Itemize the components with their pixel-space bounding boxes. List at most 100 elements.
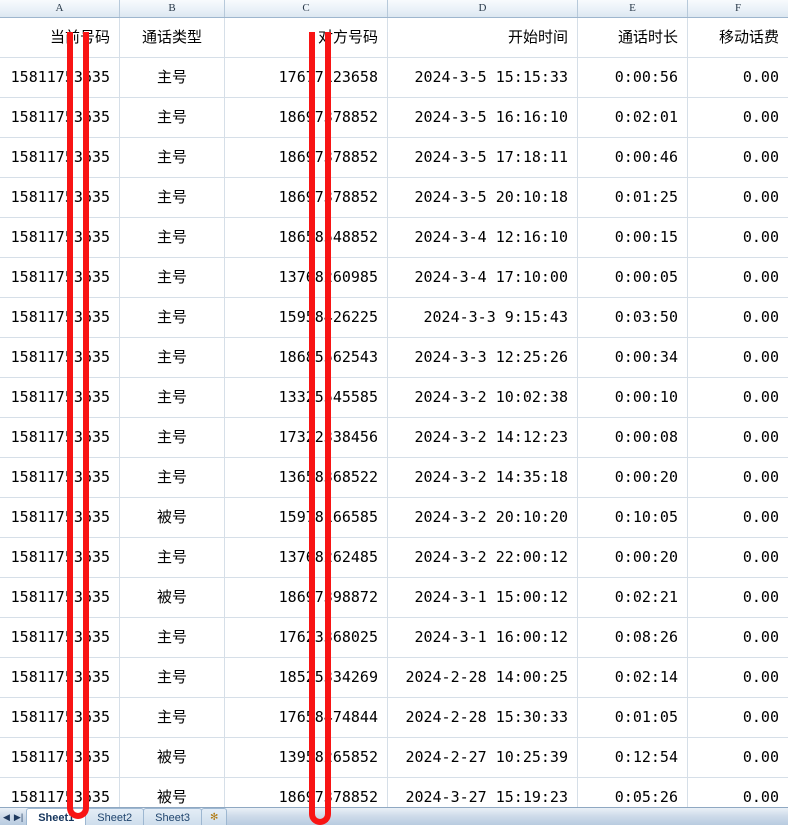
- cell-call-duration[interactable]: 0:03:50: [578, 298, 688, 337]
- cell-current-number[interactable]: 15811753635: [0, 658, 120, 697]
- cell-current-number[interactable]: 15811753635: [0, 538, 120, 577]
- cell-start-time[interactable]: 2024-3-5 16:16:10: [388, 98, 578, 137]
- cell-call-type[interactable]: 主号: [120, 138, 225, 177]
- cell-mobile-charge[interactable]: 0.00: [742, 228, 779, 246]
- cell-other-number[interactable]: 13958265852: [225, 738, 388, 777]
- cell-call-duration[interactable]: 0:00:15: [578, 218, 688, 257]
- cell-start-time[interactable]: 2024-3-2 10:02:38: [388, 378, 578, 417]
- cell-current-number[interactable]: 15811753635: [0, 698, 120, 737]
- cell-call-type[interactable]: 主号: [120, 218, 225, 257]
- cell-start-time[interactable]: 2024-3-2 22:00:12: [388, 538, 578, 577]
- header-cell-call-duration[interactable]: 通话时长: [578, 18, 688, 57]
- cell-call-duration[interactable]: 0:00:20: [578, 458, 688, 497]
- cell-call-duration[interactable]: 0:00:10: [578, 378, 688, 417]
- cell-mobile-charge[interactable]: 0.00: [742, 508, 779, 526]
- cell-start-time[interactable]: 2024-3-5 20:10:18: [388, 178, 578, 217]
- cell-mobile-charge[interactable]: 0.00: [742, 348, 779, 366]
- cell-call-type[interactable]: 主号: [120, 338, 225, 377]
- cell-current-number[interactable]: 15811753635: [0, 338, 120, 377]
- cell-mobile-charge[interactable]: 0.00: [742, 668, 779, 686]
- cell-start-time[interactable]: 2024-2-27 10:25:39: [388, 738, 578, 777]
- cell-current-number[interactable]: 15811753635: [0, 578, 120, 617]
- sheet-tab-sheet2[interactable]: Sheet2: [85, 808, 145, 825]
- cell-other-number[interactable]: 18685562543: [225, 338, 388, 377]
- sheet-tab-sheet1[interactable]: Sheet1: [26, 808, 87, 825]
- cell-call-duration[interactable]: 0:08:26: [578, 618, 688, 657]
- cell-current-number[interactable]: 15811753635: [0, 498, 120, 537]
- cell-other-number[interactable]: 18697378852: [225, 138, 388, 177]
- cell-call-type[interactable]: 主号: [120, 538, 225, 577]
- cell-start-time[interactable]: 2024-3-3 9:15:43: [388, 298, 578, 337]
- cell-start-time[interactable]: 2024-3-27 15:19:23: [388, 778, 578, 813]
- first-sheet-arrow-icon[interactable]: ◀: [3, 812, 10, 822]
- cell-call-type[interactable]: 主号: [120, 618, 225, 657]
- cell-mobile-charge[interactable]: 0.00: [742, 548, 779, 566]
- cell-call-type[interactable]: 主号: [120, 258, 225, 297]
- cell-call-duration[interactable]: 0:02:01: [578, 98, 688, 137]
- cell-start-time[interactable]: 2024-3-5 17:18:11: [388, 138, 578, 177]
- cell-call-duration[interactable]: 0:02:21: [578, 578, 688, 617]
- header-cell-mobile-charge[interactable]: 移动话费: [718, 28, 779, 46]
- cell-mobile-charge[interactable]: 0.00: [742, 788, 779, 806]
- new-sheet-button[interactable]: ✻: [201, 808, 228, 825]
- column-header-d[interactable]: D: [388, 0, 578, 17]
- cell-call-type[interactable]: 主号: [120, 658, 225, 697]
- cell-call-type[interactable]: 主号: [120, 378, 225, 417]
- cell-call-duration[interactable]: 0:05:26: [578, 778, 688, 813]
- cell-start-time[interactable]: 2024-3-4 17:10:00: [388, 258, 578, 297]
- cell-mobile-charge[interactable]: 0.00: [742, 108, 779, 126]
- cell-call-duration[interactable]: 0:00:08: [578, 418, 688, 457]
- cell-current-number[interactable]: 15811753635: [0, 738, 120, 777]
- cell-start-time[interactable]: 2024-3-5 15:15:33: [388, 58, 578, 97]
- cell-call-duration[interactable]: 0:10:05: [578, 498, 688, 537]
- cell-call-type[interactable]: 主号: [120, 418, 225, 457]
- cell-other-number[interactable]: 15978166585: [225, 498, 388, 537]
- cell-call-type[interactable]: 被号: [120, 578, 225, 617]
- cell-start-time[interactable]: 2024-3-1 15:00:12: [388, 578, 578, 617]
- cell-other-number[interactable]: 15958426225: [225, 298, 388, 337]
- cell-other-number[interactable]: 17677123658: [225, 58, 388, 97]
- cell-mobile-charge[interactable]: 0.00: [742, 188, 779, 206]
- cell-mobile-charge[interactable]: 0.00: [742, 148, 779, 166]
- cell-mobile-charge[interactable]: 0.00: [742, 308, 779, 326]
- cell-other-number[interactable]: 18658548852: [225, 218, 388, 257]
- cell-call-type[interactable]: 被号: [120, 498, 225, 537]
- cell-call-duration[interactable]: 0:00:46: [578, 138, 688, 177]
- cell-other-number[interactable]: 18697378852: [225, 98, 388, 137]
- cell-current-number[interactable]: 15811753635: [0, 178, 120, 217]
- header-cell-current-number[interactable]: 当前号码: [0, 18, 120, 57]
- sheet-tab-sheet3[interactable]: Sheet3: [143, 808, 203, 825]
- cell-call-duration[interactable]: 0:02:14: [578, 658, 688, 697]
- cell-other-number[interactable]: 18697398872: [225, 578, 388, 617]
- cell-call-duration[interactable]: 0:01:25: [578, 178, 688, 217]
- cell-call-duration[interactable]: 0:01:05: [578, 698, 688, 737]
- cell-current-number[interactable]: 15811753635: [0, 218, 120, 257]
- cell-start-time[interactable]: 2024-3-4 12:16:10: [388, 218, 578, 257]
- cell-current-number[interactable]: 15811753635: [0, 258, 120, 297]
- cell-other-number[interactable]: 13325545585: [225, 378, 388, 417]
- cell-call-duration[interactable]: 0:00:56: [578, 58, 688, 97]
- cell-current-number[interactable]: 15811753635: [0, 618, 120, 657]
- cell-mobile-charge[interactable]: 0.00: [742, 748, 779, 766]
- cell-current-number[interactable]: 15811753635: [0, 58, 120, 97]
- cell-mobile-charge[interactable]: 0.00: [742, 588, 779, 606]
- cell-mobile-charge[interactable]: 0.00: [742, 708, 779, 726]
- cell-current-number[interactable]: 15811753635: [0, 138, 120, 177]
- cell-current-number[interactable]: 15811753635: [0, 418, 120, 457]
- last-sheet-arrow-icon[interactable]: ▶|: [13, 812, 24, 822]
- cell-other-number[interactable]: 17623368025: [225, 618, 388, 657]
- cell-start-time[interactable]: 2024-3-3 12:25:26: [388, 338, 578, 377]
- cell-mobile-charge[interactable]: 0.00: [742, 268, 779, 286]
- cell-current-number[interactable]: 15811753635: [0, 458, 120, 497]
- cell-start-time[interactable]: 2024-2-28 15:30:33: [388, 698, 578, 737]
- cell-start-time[interactable]: 2024-3-2 14:12:23: [388, 418, 578, 457]
- cell-mobile-charge[interactable]: 0.00: [742, 68, 779, 86]
- cell-call-type[interactable]: 被号: [120, 738, 225, 777]
- cell-current-number[interactable]: 15811753635: [0, 98, 120, 137]
- header-cell-start-time[interactable]: 开始时间: [388, 18, 578, 57]
- cell-call-type[interactable]: 主号: [120, 298, 225, 337]
- cell-other-number[interactable]: 17658474844: [225, 698, 388, 737]
- cell-call-type[interactable]: 主号: [120, 178, 225, 217]
- cell-call-type[interactable]: 主号: [120, 698, 225, 737]
- cell-call-type[interactable]: 主号: [120, 58, 225, 97]
